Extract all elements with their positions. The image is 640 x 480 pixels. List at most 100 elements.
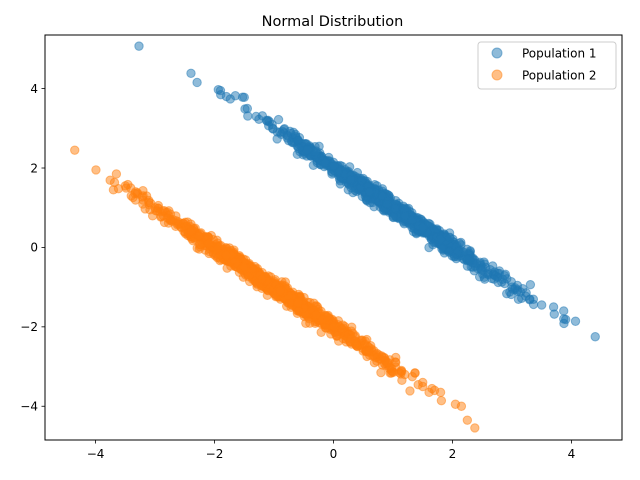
data-point: [453, 246, 464, 257]
data-point: [293, 143, 304, 154]
legend-label-population-2: Population 2: [522, 69, 597, 83]
data-point: [364, 345, 374, 356]
data-point: [275, 286, 285, 296]
data-point: [212, 244, 222, 255]
data-point: [280, 277, 291, 287]
data-point: [257, 274, 267, 284]
series-2-points: [70, 145, 480, 433]
chart-title: Normal Distribution: [262, 14, 404, 30]
data-point: [435, 234, 446, 245]
data-point: [502, 274, 512, 284]
legend: Population 1 Population 2: [477, 41, 617, 90]
data-point: [418, 222, 428, 233]
data-point: [230, 91, 241, 101]
data-point: [150, 203, 160, 213]
data-point: [293, 135, 303, 145]
data-point: [470, 423, 480, 433]
data-point: [400, 369, 410, 380]
data-point: [310, 310, 321, 320]
data-point: [108, 185, 119, 195]
x-tick-label: −4: [87, 447, 105, 461]
data-point: [310, 147, 321, 157]
data-point: [570, 316, 581, 326]
data-point: [462, 415, 473, 425]
x-axis: −4 −2 0 2 4: [87, 440, 576, 461]
data-point: [382, 199, 392, 209]
legend-marker-population-2: [491, 69, 503, 81]
data-point: [126, 191, 136, 201]
data-point: [186, 68, 196, 78]
data-point: [239, 262, 249, 272]
data-point: [293, 298, 303, 308]
data-point: [385, 368, 395, 378]
plot-area: [70, 41, 600, 433]
data-point: [346, 334, 357, 344]
data-point: [525, 294, 535, 304]
data-point: [356, 176, 367, 186]
data-point: [168, 214, 178, 225]
data-point: [432, 224, 442, 234]
data-point: [111, 169, 122, 179]
data-point: [513, 294, 524, 305]
data-point: [317, 314, 327, 325]
data-point: [525, 279, 536, 290]
data-point: [418, 377, 428, 388]
x-tick-label: 4: [568, 447, 576, 461]
data-point: [456, 401, 467, 411]
data-point: [338, 320, 348, 330]
data-point: [196, 240, 206, 250]
data-point: [390, 203, 400, 213]
data-point: [471, 258, 481, 269]
data-point: [263, 115, 273, 126]
data-point: [376, 367, 386, 378]
data-point: [70, 145, 80, 155]
data-point: [221, 91, 232, 102]
x-tick-label: 2: [449, 447, 457, 461]
y-tick-label: 2: [30, 161, 38, 175]
data-point: [428, 240, 438, 250]
data-point: [120, 181, 131, 191]
data-point: [405, 386, 415, 396]
data-point: [372, 348, 382, 359]
series-1-points: [134, 41, 600, 342]
data-point: [273, 114, 284, 125]
data-point: [328, 322, 339, 332]
data-point: [400, 210, 410, 221]
y-axis: −4 −2 0 2 4: [20, 82, 45, 414]
x-tick-label: 0: [330, 447, 338, 461]
data-point: [377, 191, 387, 201]
data-point: [489, 274, 499, 284]
data-point: [364, 187, 374, 197]
data-point: [590, 332, 600, 342]
data-point: [548, 302, 559, 312]
data-point: [406, 215, 417, 226]
data-point: [436, 395, 447, 406]
data-point: [243, 271, 254, 282]
data-point: [105, 175, 115, 185]
data-point: [537, 300, 547, 310]
data-point: [134, 41, 144, 51]
x-tick-label: −2: [206, 447, 224, 461]
data-point: [203, 238, 214, 249]
data-point: [320, 158, 330, 168]
y-tick-label: −4: [20, 400, 38, 414]
data-point: [388, 212, 398, 223]
data-point: [302, 145, 313, 155]
y-tick-label: 4: [30, 82, 38, 96]
data-point: [328, 161, 339, 171]
legend-marker-population-1: [491, 47, 503, 59]
data-point: [382, 357, 392, 368]
data-point: [559, 306, 569, 316]
data-point: [332, 331, 342, 341]
data-point: [215, 85, 226, 96]
data-point: [164, 206, 174, 216]
data-point: [410, 368, 420, 378]
data-point: [192, 77, 202, 88]
data-point: [559, 314, 569, 324]
data-point: [91, 165, 101, 175]
y-tick-label: 0: [30, 241, 38, 255]
data-point: [435, 387, 446, 398]
y-tick-label: −2: [20, 320, 38, 334]
data-point: [194, 231, 204, 241]
